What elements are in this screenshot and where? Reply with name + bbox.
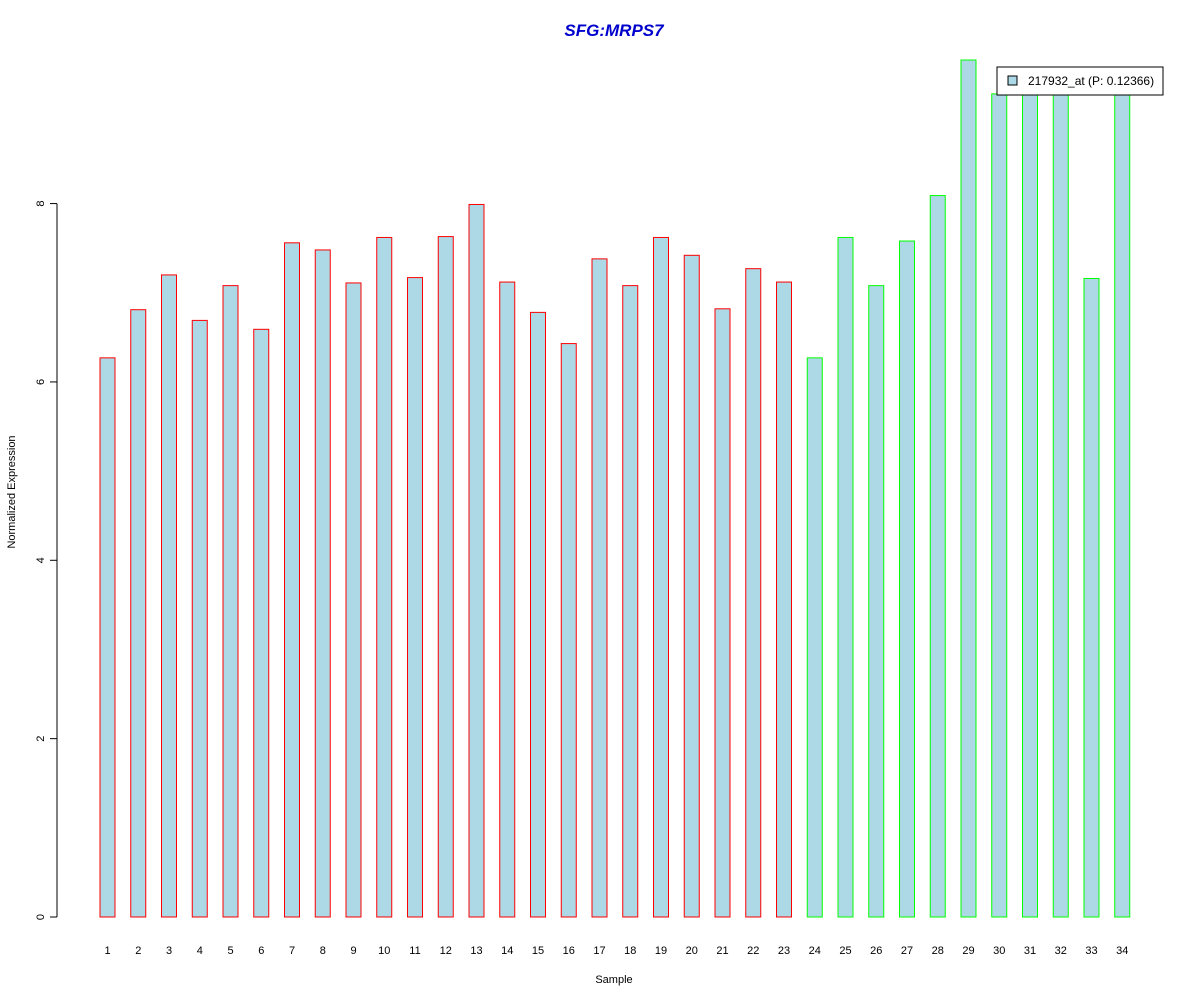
- bar: [683, 254, 700, 918]
- y-tick-label: 6: [35, 379, 47, 385]
- x-tick-label: 19: [655, 945, 667, 957]
- bar: [806, 357, 823, 918]
- x-tick-label: 9: [350, 945, 356, 957]
- x-tick-label: 3: [166, 945, 172, 957]
- y-tick-label: 8: [35, 201, 47, 207]
- bar: [653, 236, 669, 918]
- bar: [376, 236, 393, 918]
- bar: [499, 281, 516, 918]
- x-tick-label: 1: [104, 945, 110, 957]
- x-tick-label: 17: [593, 945, 605, 957]
- x-tick-label: 16: [563, 945, 575, 957]
- bars: [99, 59, 1131, 918]
- bar: [345, 282, 362, 918]
- bar: [776, 281, 792, 918]
- x-axis-label: Sample: [595, 974, 632, 986]
- chart-title: SFG:MRPS7: [564, 21, 665, 40]
- x-tick-label: 26: [870, 945, 882, 957]
- bar: [868, 285, 885, 918]
- x-tick-label: 13: [470, 945, 482, 957]
- x-tick-label: 29: [962, 945, 974, 957]
- x-tick-label: 27: [901, 945, 913, 957]
- bar: [714, 308, 731, 918]
- bar: [1022, 94, 1038, 918]
- y-tick-label: 2: [35, 736, 47, 742]
- bar: [899, 240, 915, 918]
- x-tick-label: 22: [747, 945, 759, 957]
- x-tick-label: 20: [686, 945, 698, 957]
- bar: [530, 311, 546, 918]
- y-tick-label: 4: [35, 557, 47, 563]
- bar: [1083, 277, 1100, 918]
- legend-box: [996, 66, 1164, 96]
- x-tick-label: 34: [1116, 945, 1128, 957]
- x-tick-label: 5: [227, 945, 233, 957]
- bar: [99, 357, 116, 918]
- bar: [560, 343, 577, 918]
- bar: [929, 195, 946, 918]
- x-tick-label: 14: [501, 945, 513, 957]
- x-tick-label: 28: [932, 945, 944, 957]
- bar: [837, 236, 854, 918]
- x-tick-labels: 1 2 3 4 5 6 7 8 9 10 11 12 13 14 15 16 17 18 19 20 21 22 23 24 2…: [104, 945, 1128, 957]
- y-axis-label: Normalized Expression: [6, 435, 18, 548]
- bar: [468, 203, 485, 918]
- bar: [407, 277, 423, 918]
- bar: [130, 309, 147, 918]
- x-tick-label: 30: [993, 945, 1005, 957]
- x-tick-label: 18: [624, 945, 636, 957]
- bar: [253, 328, 270, 918]
- bar: [161, 274, 177, 918]
- x-tick-label: 24: [809, 945, 821, 957]
- x-tick-label: 32: [1055, 945, 1067, 957]
- legend-swatch: [1007, 75, 1018, 86]
- x-tick-label: 7: [289, 945, 295, 957]
- x-tick-label: 2: [135, 945, 141, 957]
- bar: [191, 319, 208, 918]
- legend: 217932_at (P: 0.12366): [996, 66, 1164, 96]
- bar: [960, 59, 977, 918]
- x-tick-label: 12: [440, 945, 452, 957]
- x-tick-label: 11: [409, 945, 420, 957]
- x-tick-label: 21: [716, 945, 728, 957]
- bar: [622, 285, 639, 918]
- bar: [991, 93, 1008, 918]
- legend-label: 217932_at (P: 0.12366): [1028, 74, 1154, 88]
- bar: [1114, 87, 1131, 918]
- x-tick-label: 33: [1085, 945, 1097, 957]
- bar: [1052, 94, 1069, 918]
- x-tick-label: 6: [258, 945, 264, 957]
- x-tick-label: 4: [197, 945, 203, 957]
- bar: [222, 285, 239, 918]
- y-tick-label: 0: [35, 914, 47, 920]
- x-tick-label: 25: [839, 945, 851, 957]
- x-tick-label: 15: [532, 945, 544, 957]
- y-axis: 0 2 4 6 8: [35, 201, 58, 920]
- bar: [314, 249, 331, 918]
- bar: [745, 268, 762, 918]
- x-tick-label: 8: [320, 945, 326, 957]
- x-tick-label: 31: [1024, 945, 1036, 957]
- bar: [437, 236, 454, 918]
- x-tick-label: 10: [378, 945, 390, 957]
- bar: [284, 242, 300, 918]
- x-tick-label: 23: [778, 945, 790, 957]
- bar: [591, 258, 608, 918]
